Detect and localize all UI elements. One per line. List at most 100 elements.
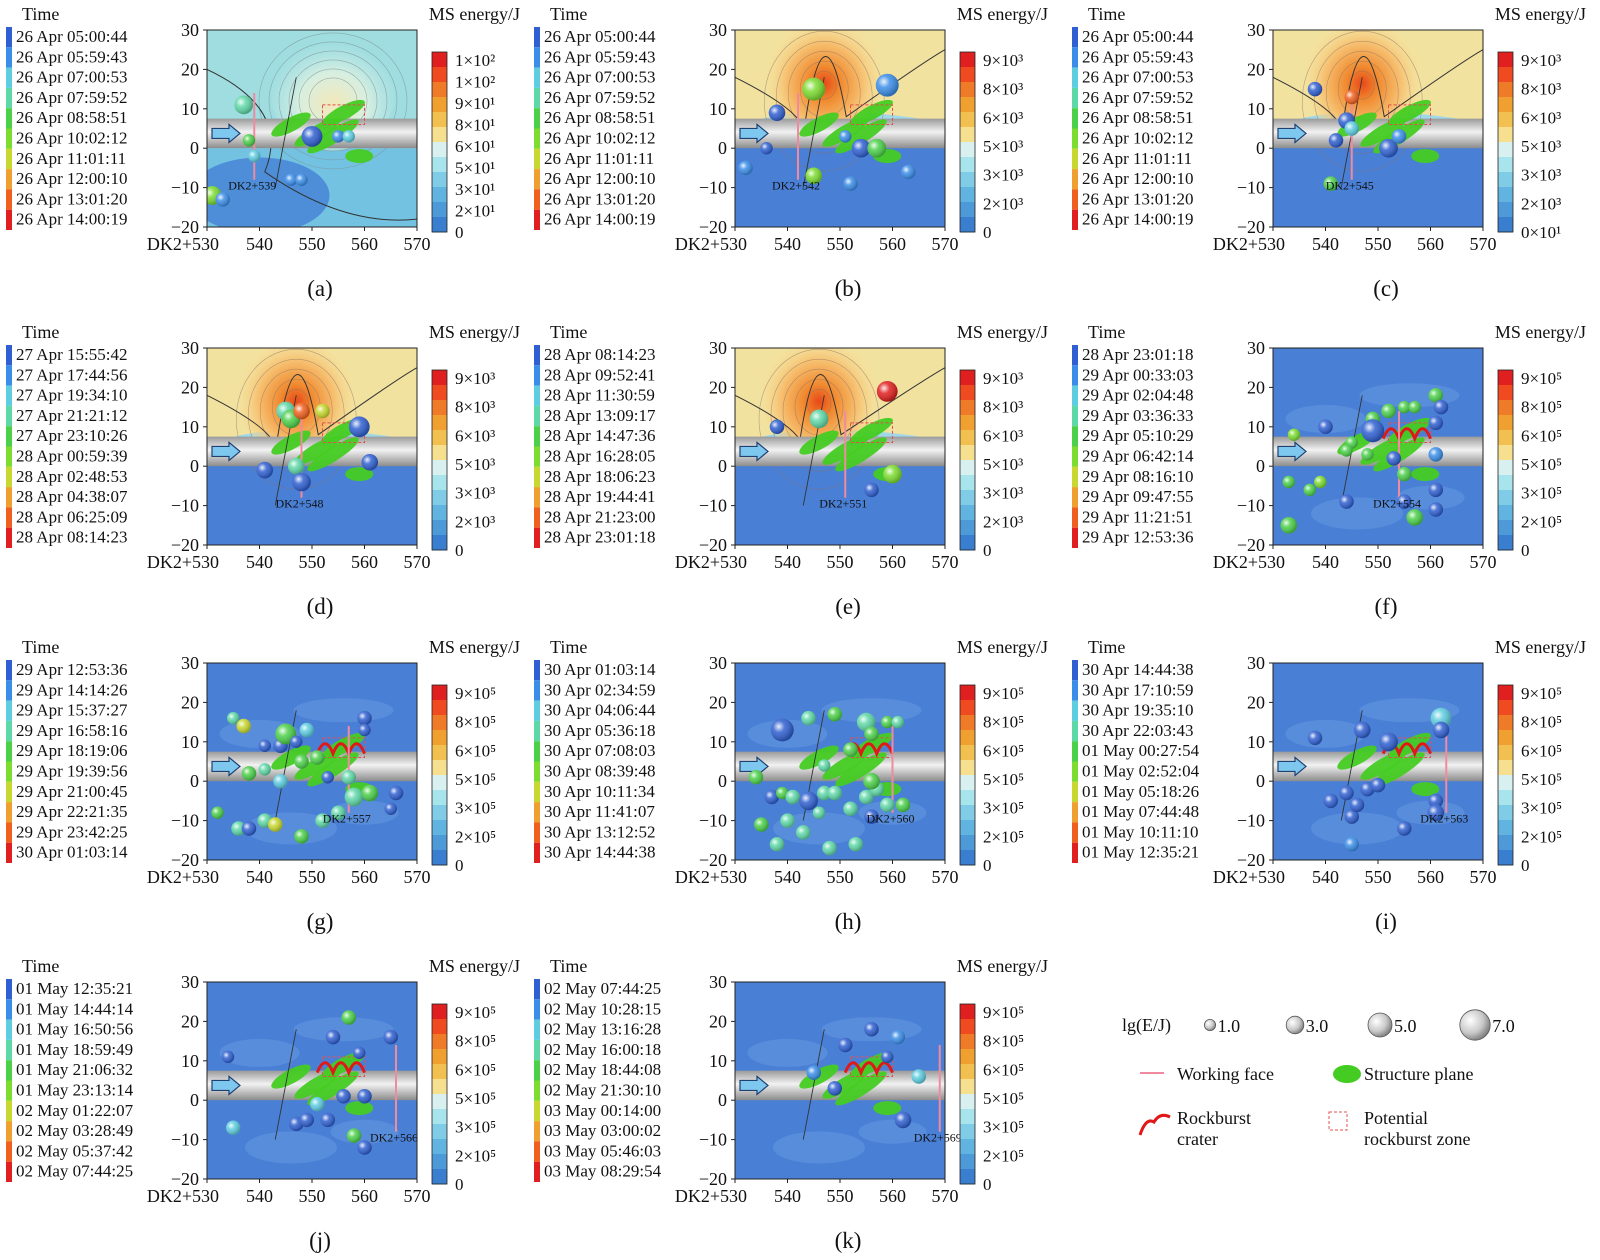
colorbar-tick-label: 3×10⁵: [1521, 484, 1562, 503]
fault-line: [274, 77, 297, 188]
time-legend-entry: 02 May 18:44:08: [544, 1060, 661, 1079]
ms-event-shading: [796, 825, 811, 840]
time-color-swatch: [6, 405, 12, 427]
x-tick-label: DK2+530: [1213, 552, 1285, 572]
working-face-legend-label: Working face: [1177, 1064, 1274, 1084]
time-color-swatch: [1072, 385, 1078, 406]
colorbar-tick-label: 5×10⁵: [983, 770, 1024, 789]
time-legend-entry: 30 Apr 13:12:52: [544, 822, 655, 841]
ms-event-shading: [876, 380, 898, 402]
time-legend-entry: 03 May 00:14:00: [544, 1101, 661, 1120]
time-legend-title: Time: [550, 4, 587, 24]
colorbar-segment: [1498, 805, 1513, 821]
colorbar-segment: [960, 1109, 975, 1125]
colorbar-segment: [432, 67, 447, 83]
time-legend-entry: 01 May 14:44:14: [16, 999, 134, 1018]
potential-rockburst-zone-legend-label: rockburst zone: [1364, 1129, 1470, 1149]
time-color-swatch: [534, 741, 540, 762]
y-tick-label: 0: [1256, 456, 1265, 476]
colorbar-segment: [960, 1079, 975, 1095]
ms-event-shading: [895, 797, 911, 813]
ms-event-shading: [770, 718, 794, 742]
structure-plane: [873, 1101, 902, 1116]
contour-line: [758, 348, 880, 490]
time-legend-entry: 29 Apr 03:36:33: [1082, 406, 1193, 425]
advance-direction-arrow: [739, 756, 769, 777]
ms-event-shading: [258, 739, 271, 752]
time-legend-entry: 26 Apr 12:00:10: [1082, 169, 1193, 188]
advance-direction-arrow: [1277, 441, 1307, 462]
working-face-label: DK2+542: [772, 179, 820, 193]
plot-area: [735, 982, 945, 1179]
y-tick-label: 10: [181, 417, 199, 437]
colorbar-title: MS energy/J: [957, 4, 1048, 24]
ms-event-shading: [344, 787, 364, 807]
plot-area: [1273, 663, 1483, 860]
y-tick-label: −10: [1237, 811, 1265, 831]
advance-direction-arrow: [1277, 756, 1307, 777]
time-color-swatch: [534, 842, 540, 863]
field-patch: [858, 1119, 927, 1144]
colorbar-tick-label: 3×10⁵: [983, 799, 1024, 818]
colorbar-tick-label: 8×10¹: [455, 116, 495, 135]
colorbar-segment: [1498, 385, 1513, 401]
time-color-swatch: [1072, 660, 1078, 681]
ms-event-shading: [1361, 448, 1374, 461]
x-tick-label: 570: [1470, 867, 1497, 887]
colorbar-frame: [959, 369, 976, 551]
y-tick-label: −10: [699, 178, 727, 198]
time-legend-entry: 29 Apr 02:04:48: [1082, 386, 1193, 405]
rockburst-crater-legend-label: Rockburst: [1177, 1108, 1251, 1128]
legend: lg(E/J) 1.0 3.0 5.0 7.0 Working face Structure…: [1122, 1009, 1515, 1149]
time-color-swatch: [6, 700, 12, 721]
colorbar-segment: [432, 127, 447, 143]
y-tick-label: 30: [181, 338, 199, 358]
colorbar-title: MS energy/J: [957, 322, 1048, 342]
y-tick-label: 10: [1247, 732, 1265, 752]
y-tick-label: 20: [1247, 692, 1265, 712]
structure-plane: [799, 112, 839, 137]
colorbar-segment: [1498, 217, 1513, 233]
ms-event-shading: [1379, 732, 1398, 752]
x-tick-label: DK2+530: [1213, 867, 1285, 887]
time-legend-entry: 02 May 13:16:28: [544, 1020, 661, 1039]
panel-caption: (k): [835, 1228, 862, 1253]
ms-event-shading: [236, 718, 251, 734]
ms-event-shading: [310, 750, 325, 765]
potential-rockburst-zone: [322, 737, 365, 759]
time-color-swatch: [534, 1121, 540, 1142]
x-tick-label: 560: [1417, 234, 1444, 254]
time-color-swatch: [534, 1161, 540, 1182]
ms-event-shading: [383, 1029, 398, 1045]
colorbar-tick-label: 0: [983, 223, 992, 242]
x-tick-label: 560: [879, 234, 906, 254]
colorbar-segment: [1498, 445, 1513, 461]
colorbar-segment: [960, 775, 975, 791]
time-color-swatch: [534, 660, 540, 681]
colorbar-tick-label: 8×10⁵: [455, 713, 496, 732]
colorbar-tick-label: 9×10⁵: [983, 684, 1024, 703]
time-color-swatch: [534, 781, 540, 803]
y-tick-label: 30: [1247, 338, 1265, 358]
time-color-swatch: [534, 1060, 540, 1081]
x-tick-label: 540: [774, 1186, 801, 1206]
y-tick-label: −10: [171, 496, 199, 516]
ms-event-shading: [891, 715, 904, 729]
y-tick-label: 0: [190, 1090, 199, 1110]
ms-event-shading: [295, 173, 308, 186]
time-color-swatch: [6, 67, 12, 88]
colorbar-segment: [1498, 775, 1513, 791]
time-color-swatch: [6, 189, 12, 210]
x-tick-label: 550: [827, 867, 854, 887]
colorbar-tick-label: 2×10³: [1521, 194, 1561, 213]
ms-event-shading: [801, 710, 816, 726]
field-patch: [1311, 812, 1403, 845]
colorbar-segment: [432, 82, 447, 98]
y-tick-label: 10: [181, 732, 199, 752]
colorbar-segment: [432, 1034, 447, 1050]
colorbar-segment: [960, 52, 975, 68]
time-color-swatch: [6, 27, 12, 48]
size-legend-title: lg(E/J): [1122, 1015, 1171, 1036]
